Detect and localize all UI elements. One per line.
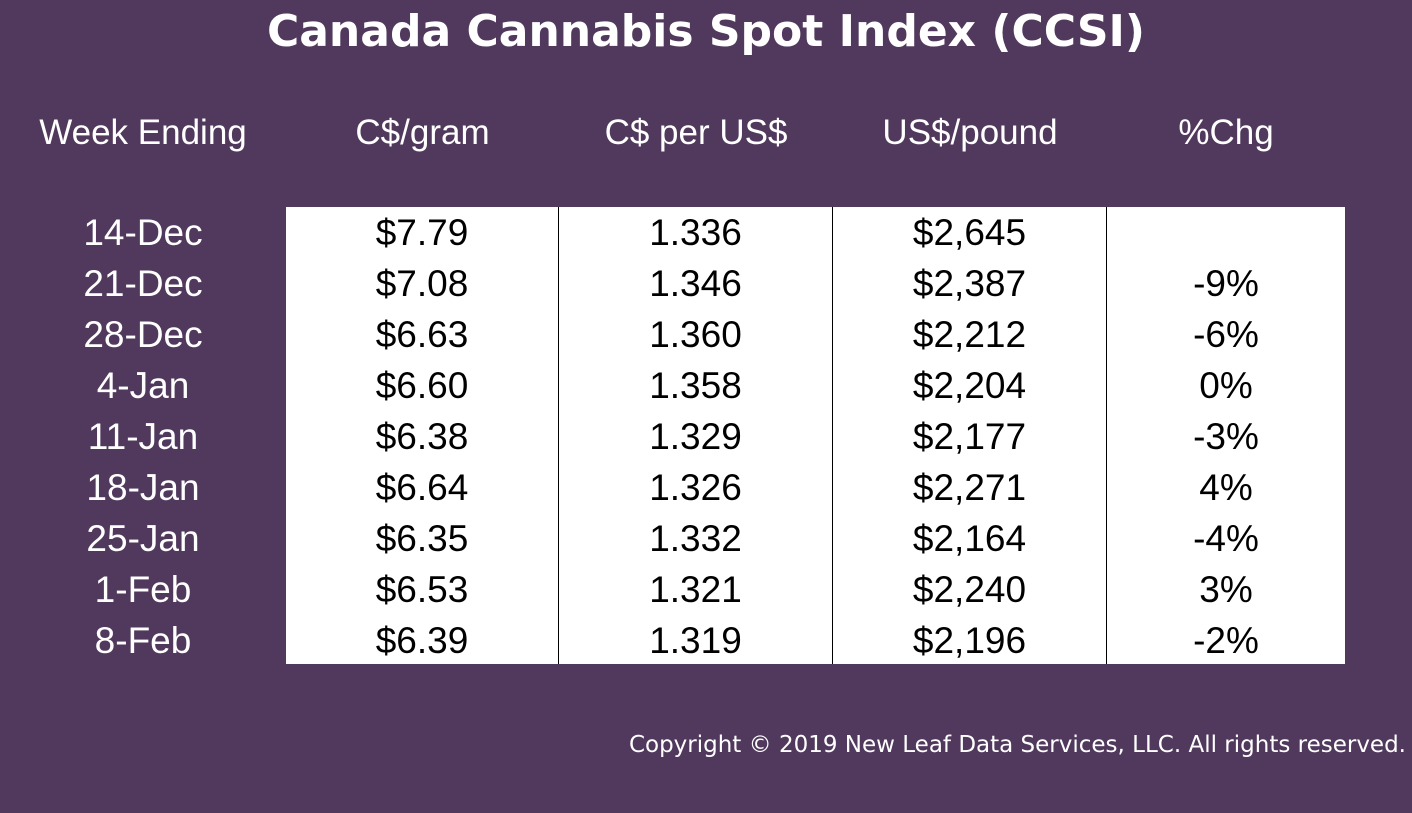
cell-usd-per-pound: $2,177 xyxy=(912,416,1027,457)
cell-usd-per-pound: $2,212 xyxy=(912,314,1027,355)
cell-pct-change: -9% xyxy=(1193,263,1259,304)
cell-usd-per-pound: $2,204 xyxy=(912,365,1027,406)
header-week-ending: Week Ending xyxy=(39,113,247,152)
week-ending-label: 8-Feb xyxy=(94,620,192,661)
cell-cad-per-gram: $7.08 xyxy=(375,263,469,304)
column-divider xyxy=(832,207,833,664)
cell-cad-per-usd: 1.346 xyxy=(649,263,742,304)
cell-pct-change: 3% xyxy=(1199,569,1253,610)
header-usd-per-pound: US$/pound xyxy=(882,113,1058,152)
cell-pct-change: -2% xyxy=(1193,620,1259,661)
week-ending-label: 25-Jan xyxy=(86,518,200,559)
week-ending-label: 18-Jan xyxy=(86,467,200,508)
cell-cad-per-usd: 1.319 xyxy=(649,620,742,661)
data-table: $7.79 1.336 $2,645 $7.08 1.346 $2,387 -9% $6.63… xyxy=(286,207,1345,664)
cell-usd-per-pound: $2,387 xyxy=(912,263,1027,304)
week-ending-label: 4-Jan xyxy=(96,365,190,406)
column-divider xyxy=(558,207,559,664)
cell-usd-per-pound: $2,271 xyxy=(912,467,1027,508)
page-title: Canada Cannabis Spot Index (CCSI) xyxy=(266,6,1146,57)
cell-cad-per-usd: 1.358 xyxy=(649,365,742,406)
cell-cad-per-gram: $6.60 xyxy=(375,365,469,406)
cell-cad-per-gram: $6.64 xyxy=(375,467,469,508)
cell-cad-per-usd: 1.326 xyxy=(649,467,742,508)
cell-cad-per-usd: 1.332 xyxy=(649,518,742,559)
cell-cad-per-gram: $6.39 xyxy=(375,620,469,661)
week-ending-label: 14-Dec xyxy=(83,212,203,253)
cell-cad-per-gram: $6.53 xyxy=(375,569,469,610)
cell-pct-change: 0% xyxy=(1199,365,1253,406)
header-cad-per-usd: C$ per US$ xyxy=(604,113,788,152)
cell-cad-per-usd: 1.336 xyxy=(649,212,742,253)
cell-cad-per-usd: 1.329 xyxy=(649,416,742,457)
column-divider xyxy=(1106,207,1107,664)
copyright-notice: Copyright © 2019 New Leaf Data Services,… xyxy=(628,732,1406,758)
cell-usd-per-pound: $2,645 xyxy=(912,212,1027,253)
cell-cad-per-gram: $6.35 xyxy=(375,518,469,559)
week-ending-label: 11-Jan xyxy=(87,416,199,457)
cell-pct-change: 4% xyxy=(1199,467,1253,508)
cell-usd-per-pound: $2,240 xyxy=(912,569,1027,610)
cell-usd-per-pound: $2,196 xyxy=(912,620,1027,661)
week-ending-label: 21-Dec xyxy=(83,263,203,304)
week-ending-label: 1-Feb xyxy=(94,569,192,610)
week-ending-label: 28-Dec xyxy=(83,314,203,355)
cell-cad-per-gram: $7.79 xyxy=(375,212,469,253)
header-cad-per-gram: C$/gram xyxy=(355,113,490,152)
cell-pct-change: -3% xyxy=(1193,416,1259,457)
cell-pct-change: -6% xyxy=(1193,314,1259,355)
cell-pct-change: -4% xyxy=(1193,518,1259,559)
cell-cad-per-usd: 1.321 xyxy=(649,569,742,610)
cell-cad-per-usd: 1.360 xyxy=(649,314,742,355)
cell-cad-per-gram: $6.63 xyxy=(375,314,469,355)
cell-usd-per-pound: $2,164 xyxy=(912,518,1027,559)
cell-cad-per-gram: $6.38 xyxy=(375,416,469,457)
cell-pct-change xyxy=(1107,207,1345,258)
header-pct-change: %Chg xyxy=(1178,113,1274,152)
